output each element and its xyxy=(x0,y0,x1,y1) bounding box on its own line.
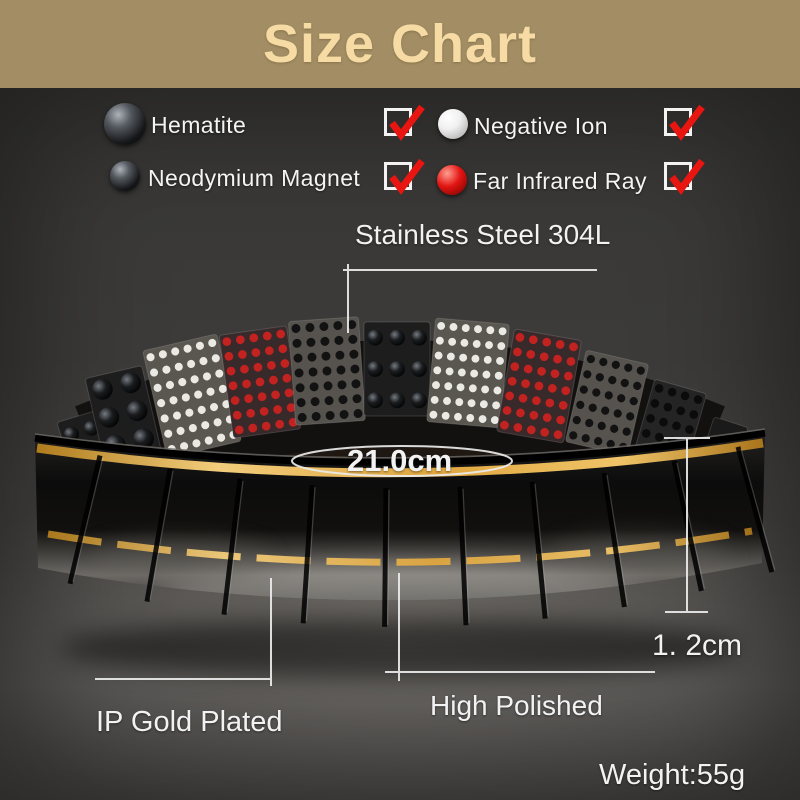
gold-bottom-stripe xyxy=(47,527,753,566)
gold-top-stripe xyxy=(36,438,764,478)
red-checkmark-icon xyxy=(389,158,425,195)
page-title: Size Chart xyxy=(262,14,538,74)
callout-lines xyxy=(95,264,710,686)
bracelet-image xyxy=(34,316,776,678)
neodymium-magnet-ball-icon xyxy=(110,161,140,191)
finish-label: High Polished xyxy=(430,690,603,721)
feature-label-hematite: Hematite xyxy=(151,112,247,138)
far-infrared-ray-checkbox xyxy=(664,158,705,195)
length-measure-ellipse xyxy=(291,445,513,477)
weight-value: Weight:55g xyxy=(599,759,746,791)
width-measure-line xyxy=(664,437,710,613)
far-infrared-ray-ball-icon xyxy=(437,165,467,195)
band-width-value: 1. 2cm xyxy=(652,629,743,662)
neodymium-magnet-checkbox xyxy=(384,158,425,195)
negative-ion-ball-icon xyxy=(438,109,468,139)
red-checkmark-icon xyxy=(669,158,705,195)
band-segment-dividers xyxy=(67,446,776,627)
hematite-checkbox xyxy=(384,104,425,141)
material-callout-line xyxy=(343,264,597,333)
feature-label-neodymium-magnet: Neodymium Magnet xyxy=(148,165,361,191)
size-chart-banner: Size Chart xyxy=(0,0,800,91)
plating-callout-line xyxy=(95,578,272,686)
red-checkmark-icon xyxy=(389,104,425,141)
finish-callout-line xyxy=(385,573,655,681)
negative-ion-checkbox xyxy=(664,104,705,141)
length-value: 21.0cm xyxy=(347,443,453,478)
hematite-ball-icon xyxy=(104,103,146,145)
feature-label-far-infrared-ray: Far Infrared Ray xyxy=(473,168,647,194)
material-label: Stainless Steel 304L xyxy=(355,219,611,250)
plating-label: IP Gold Plated xyxy=(96,706,283,738)
feature-label-negative-ion: Negative Ion xyxy=(474,113,608,139)
red-checkmark-icon xyxy=(669,104,705,141)
